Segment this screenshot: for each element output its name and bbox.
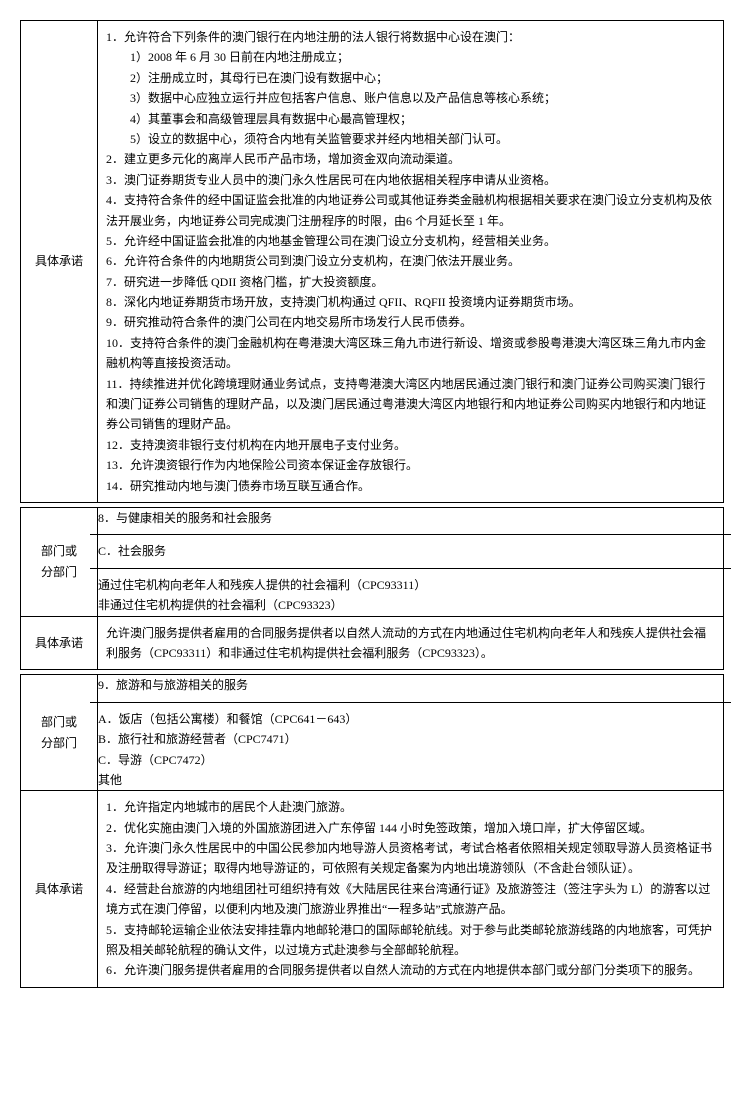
block3-sector-cell: 9．旅游和与旅游相关的服务 A．饭店（包括公寓楼）和餐馆（CPC641－643）… <box>98 675 724 791</box>
block2-inner: 8．与健康相关的服务和社会服务 C．社会服务 通过住宅机构向老年人和残疾人提供的… <box>90 502 731 622</box>
block2-sector-label: 部门或 分部门 <box>21 507 98 616</box>
block2-commit-text: 允许澳门服务提供者雇用的合同服务提供者以自然人流动的方式在内地通过住宅机构向老年… <box>106 623 715 664</box>
block-1-table: 具体承诺 1．允许符合下列条件的澳门银行在内地注册的法人银行将数据中心设在澳门：… <box>20 20 724 503</box>
block3-sector-row1: 9．旅游和与旅游相关的服务 <box>90 669 731 702</box>
block1-label: 具体承诺 <box>21 21 98 503</box>
block3-inner: 9．旅游和与旅游相关的服务 A．饭店（包括公寓楼）和餐馆（CPC641－643）… <box>90 669 731 796</box>
block2-commit-label: 具体承诺 <box>21 616 98 670</box>
block2-sector-row2: C．社会服务 <box>90 535 731 568</box>
block2-sector-row3: 通过住宅机构向老年人和残疾人提供的社会福利（CPC93311） 非通过住宅机构提… <box>90 568 731 621</box>
block-2-table: 部门或 分部门 8．与健康相关的服务和社会服务 C．社会服务 通过住宅机构向老年… <box>20 507 724 670</box>
document-page: 具体承诺 1．允许符合下列条件的澳门银行在内地注册的法人银行将数据中心设在澳门：… <box>20 20 724 988</box>
block-3-table: 部门或 分部门 9．旅游和与旅游相关的服务 A．饭店（包括公寓楼）和餐馆（CPC… <box>20 674 724 987</box>
block2-sector-row1: 8．与健康相关的服务和社会服务 <box>90 502 731 535</box>
block3-commit-label: 具体承诺 <box>21 791 98 988</box>
block2-commit-content: 允许澳门服务提供者雇用的合同服务提供者以自然人流动的方式在内地通过住宅机构向老年… <box>98 616 724 670</box>
block3-commit-content: 1．允许指定内地城市的居民个人赴澳门旅游。 2．优化实施由澳门入境的外国旅游团进… <box>98 791 724 988</box>
block3-sector-row2: A．饭店（包括公寓楼）和餐馆（CPC641－643） B．旅行社和旅游经营者（C… <box>90 702 731 796</box>
block1-content: 1．允许符合下列条件的澳门银行在内地注册的法人银行将数据中心设在澳门： 1）20… <box>98 21 724 503</box>
block3-sector-label: 部门或 分部门 <box>21 675 98 791</box>
block1-text: 1．允许符合下列条件的澳门银行在内地注册的法人银行将数据中心设在澳门： 1）20… <box>106 27 715 496</box>
block3-commit-text: 1．允许指定内地城市的居民个人赴澳门旅游。 2．优化实施由澳门入境的外国旅游团进… <box>106 797 715 981</box>
block2-sector-cell: 8．与健康相关的服务和社会服务 C．社会服务 通过住宅机构向老年人和残疾人提供的… <box>98 507 724 616</box>
